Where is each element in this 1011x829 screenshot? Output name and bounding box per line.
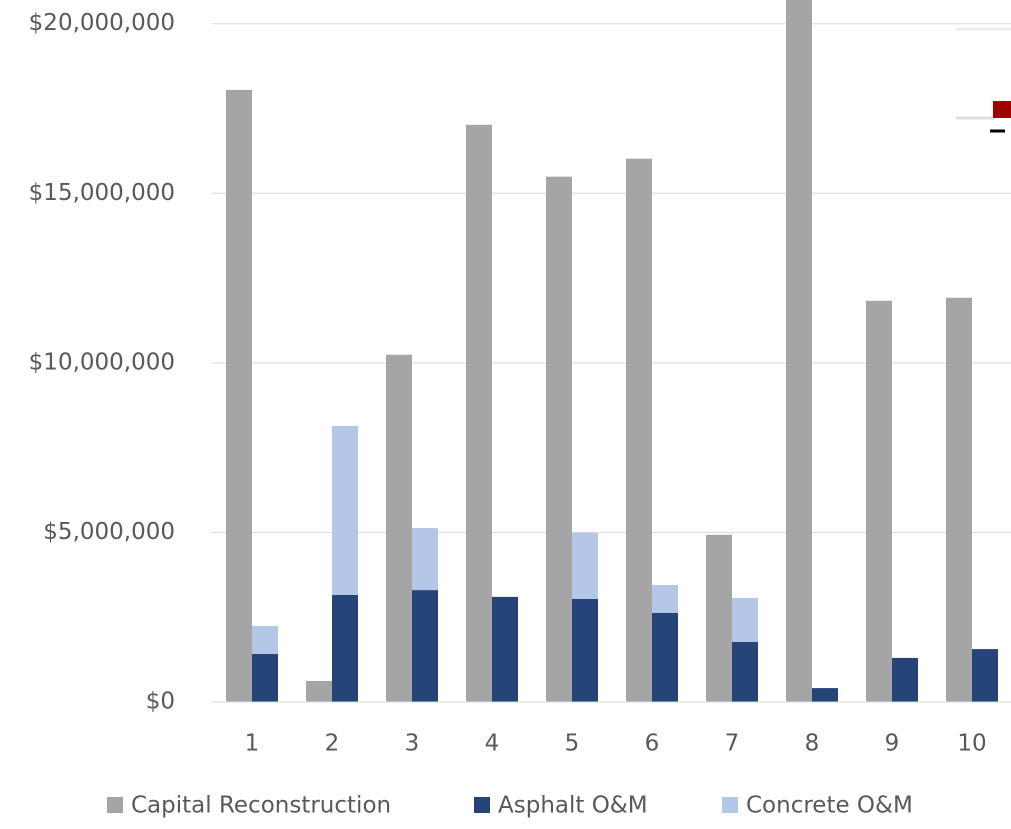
bar <box>812 688 838 702</box>
x-tick-label: 6 <box>645 731 660 757</box>
plot: $0 $5,000,000 $10,000,000 $15,000,000 $20,00… <box>29 0 1011 819</box>
bar <box>332 594 358 702</box>
x-tick-label: 8 <box>805 731 820 757</box>
legend-swatch <box>107 797 123 813</box>
legend-label: Asphalt O&M <box>498 793 648 819</box>
legend-label: Capital Reconstruction <box>131 793 391 819</box>
y-tick-label: $0 <box>146 689 175 715</box>
x-tick-label: 9 <box>885 731 900 757</box>
bar <box>492 596 518 702</box>
bar <box>732 641 758 702</box>
y-tick-label: $20,000,000 <box>29 10 175 36</box>
bar <box>572 532 598 599</box>
x-tick-label: 7 <box>725 731 740 757</box>
x-tick-label: 3 <box>405 731 420 757</box>
bar <box>572 598 598 702</box>
x-tick-label: 5 <box>565 731 580 757</box>
bar <box>972 649 998 702</box>
bar <box>786 0 812 703</box>
y-tick-label: $10,000,000 <box>29 349 175 375</box>
bar <box>306 680 332 702</box>
x-tick-label: 4 <box>485 731 500 757</box>
y-tick-label: $15,000,000 <box>29 180 175 206</box>
x-tick-label: 2 <box>325 731 340 757</box>
decoration <box>993 101 1011 118</box>
bar <box>332 425 358 595</box>
bar <box>226 89 252 702</box>
bar <box>732 597 758 642</box>
legend-swatch <box>722 797 738 813</box>
legend-label: Concrete O&M <box>746 793 913 819</box>
x-tick-label: 1 <box>245 731 260 757</box>
bar <box>946 297 972 702</box>
x-tick-label: 10 <box>957 731 986 757</box>
bar <box>252 626 278 654</box>
bar <box>252 653 278 702</box>
bar <box>412 590 438 702</box>
bar <box>412 528 438 591</box>
bar <box>652 612 678 702</box>
bar <box>892 657 918 702</box>
legend-swatch <box>474 797 490 813</box>
bar <box>652 585 678 613</box>
y-tick-label: $5,000,000 <box>43 519 175 545</box>
bar <box>706 534 732 702</box>
bar <box>626 158 652 703</box>
bar <box>866 300 892 702</box>
bar <box>466 124 492 703</box>
bar <box>386 354 412 702</box>
bar <box>546 176 572 702</box>
